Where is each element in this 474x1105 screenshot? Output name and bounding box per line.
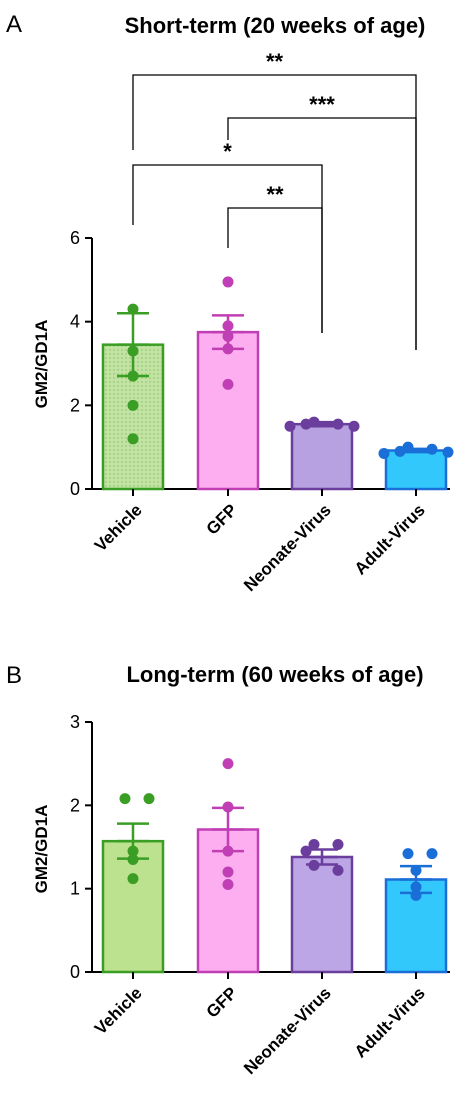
panel-b: B Long-term (60 weeks of age) GM2/GD1A 0… <box>6 662 450 1078</box>
panel-a-x-tick-label: Vehicle <box>91 500 146 555</box>
panel-a-x-tick-label: GFP <box>203 500 241 538</box>
panel-a-x-tick-label: Neonate-Virus <box>240 500 335 595</box>
panel-a-data-point <box>222 320 234 332</box>
panel-a-bar <box>384 449 448 491</box>
panel-a-title: Short-term (20 weeks of age) <box>125 13 426 38</box>
panel-a-bar <box>196 330 260 491</box>
panel-a-data-point <box>222 330 234 342</box>
panel-a-y-tick-label: 0 <box>70 479 80 499</box>
panel-b-y-axis-label: GM2/GD1A <box>32 805 51 894</box>
panel-a-data-point <box>222 276 234 288</box>
panel-b-data-point <box>402 848 414 860</box>
panel-a-data-point <box>127 345 139 357</box>
panel-a-data-point <box>127 370 139 382</box>
panel-a-significance-bracket <box>227 117 417 350</box>
panel-a-significance-bracket <box>132 164 323 333</box>
panel-a-significance-label: ** <box>266 182 284 207</box>
panel-a-significance-bracket <box>227 207 323 333</box>
panel-b-x-tick-label: Adult-Virus <box>351 983 429 1061</box>
panel-b-letter: B <box>6 662 22 689</box>
panel-b-data-point <box>332 864 344 876</box>
panel-b-y-tick-label: 0 <box>70 962 80 982</box>
panel-b-bar <box>290 855 354 974</box>
panel-b-title: Long-term (60 weeks of age) <box>126 662 423 687</box>
panel-a-significance-bracket <box>132 74 417 350</box>
panel-b-data-point <box>222 879 234 890</box>
panel-b-data-point <box>410 881 422 893</box>
panel-b-data-point <box>127 873 139 885</box>
panel-b-x-tick-label: Neonate-Virus <box>240 983 335 1078</box>
panel-a-data-point <box>127 433 139 445</box>
panel-b-x-tick-label: Vehicle <box>91 983 146 1038</box>
panel-a-data-point <box>426 443 438 455</box>
panel-b-data-point <box>410 864 422 876</box>
panel-b-data-point <box>308 839 320 850</box>
panel-b-data-point <box>426 848 438 860</box>
panel-a-data-point <box>348 420 360 432</box>
panel-a-data-point <box>127 303 139 315</box>
panel-b-data-point <box>410 889 422 901</box>
panel-a-bar <box>290 422 354 491</box>
panel-a-data-point <box>332 418 344 430</box>
panel-b-data-point <box>222 758 234 770</box>
panel-b-data-point <box>127 854 139 865</box>
panel-a-data-point <box>378 447 390 459</box>
panel-a-data-point <box>127 399 139 411</box>
panel-a-data-point <box>222 378 234 390</box>
panel-b-data-point <box>222 801 234 813</box>
panel-a-data-point <box>394 445 406 457</box>
panel-a-significance-label: * <box>223 139 232 164</box>
panel-a-y-tick-label: 4 <box>70 312 80 332</box>
panel-a-y-tick-label: 2 <box>70 395 80 415</box>
panel-a-data-point <box>284 420 296 432</box>
panel-a-x-tick-label: Adult-Virus <box>351 500 429 578</box>
panel-a-y-tick-label: 6 <box>70 228 80 248</box>
panel-a: A Short-term (20 weeks of age) GM2/GD1A … <box>6 11 454 595</box>
panel-a-data-point <box>300 418 312 430</box>
panel-b-y-tick-label: 2 <box>70 795 80 815</box>
panel-a-data-point <box>442 446 454 458</box>
panel-b-data-point <box>308 859 320 871</box>
panel-a-letter: A <box>6 11 22 38</box>
panel-a-significance-label: *** <box>309 92 335 117</box>
panel-b-data-point <box>222 866 234 878</box>
panel-b-data-point <box>119 793 131 805</box>
panel-a-significance-label: ** <box>266 49 284 74</box>
panel-b-data-point <box>127 845 139 857</box>
panel-b-data-point <box>222 845 234 857</box>
panel-b-data-point <box>143 793 155 805</box>
panel-b-data-point <box>300 845 312 857</box>
panel-b-data-point <box>332 839 344 850</box>
panel-b-x-tick-label: GFP <box>203 983 241 1021</box>
panel-a-data-point <box>222 343 234 355</box>
panel-b-y-tick-label: 3 <box>70 712 80 732</box>
panel-b-plot-area: 0 1 2 3 Vehicle GFP Neonate-Virus Adult-Virus <box>70 712 450 1078</box>
panel-b-y-tick-label: 1 <box>70 879 80 899</box>
panel-a-y-axis-label: GM2/GD1A <box>32 320 51 409</box>
